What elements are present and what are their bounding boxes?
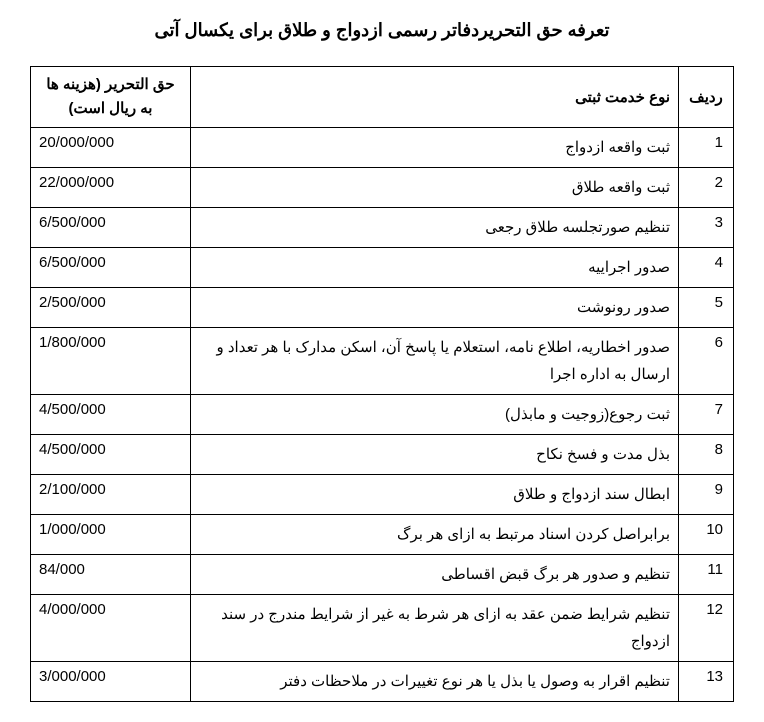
fee-cell: 3/000/000 (31, 662, 191, 702)
service-cell: بذل مدت و فسخ نکاح (191, 435, 679, 475)
service-cell: ثبت واقعه ازدواج (191, 128, 679, 168)
row-number: 6 (679, 328, 734, 395)
table-row: 6صدور اخطاریه، اطلاع نامه، استعلام یا پا… (31, 328, 734, 395)
row-number: 11 (679, 555, 734, 595)
table-row: 11تنظیم و صدور هر برگ قبض اقساطی84/000 (31, 555, 734, 595)
service-cell: ثبت واقعه طلاق (191, 168, 679, 208)
table-row: 13تنظیم اقرار به وصول یا بذل یا هر نوع ت… (31, 662, 734, 702)
service-cell: صدور اجراییه (191, 248, 679, 288)
row-number: 4 (679, 248, 734, 288)
table-row: 2ثبت واقعه طلاق22/000/000 (31, 168, 734, 208)
header-fee: حق التحریر (هزینه ها به ریال است) (31, 67, 191, 128)
header-service-type: نوع خدمت ثبتی (191, 67, 679, 128)
row-number: 2 (679, 168, 734, 208)
service-cell: ثبت رجوع(زوجیت و مابذل) (191, 395, 679, 435)
service-cell: ابطال سند ازدواج و طلاق (191, 475, 679, 515)
fee-cell: 2/100/000 (31, 475, 191, 515)
row-number: 7 (679, 395, 734, 435)
row-number: 12 (679, 595, 734, 662)
service-cell: تنظیم شرایط ضمن عقد به ازای هر شرط به غی… (191, 595, 679, 662)
service-cell: تنظیم و صدور هر برگ قبض اقساطی (191, 555, 679, 595)
fee-cell: 84/000 (31, 555, 191, 595)
row-number: 5 (679, 288, 734, 328)
table-row: 3تنظیم صورتجلسه طلاق رجعی6/500/000 (31, 208, 734, 248)
table-row: 9ابطال سند ازدواج و طلاق2/100/000 (31, 475, 734, 515)
fee-cell: 6/500/000 (31, 208, 191, 248)
row-number: 8 (679, 435, 734, 475)
service-cell: تنظیم صورتجلسه طلاق رجعی (191, 208, 679, 248)
tariff-table: ردیف نوع خدمت ثبتی حق التحریر (هزینه ها … (30, 66, 734, 702)
fee-cell: 1/800/000 (31, 328, 191, 395)
fee-cell: 1/000/000 (31, 515, 191, 555)
table-row: 5صدور رونوشت2/500/000 (31, 288, 734, 328)
fee-cell: 6/500/000 (31, 248, 191, 288)
row-number: 10 (679, 515, 734, 555)
fee-cell: 4/000/000 (31, 595, 191, 662)
table-row: 4صدور اجراییه6/500/000 (31, 248, 734, 288)
table-row: 10برابراصل کردن اسناد مرتبط به ازای هر ب… (31, 515, 734, 555)
service-cell: صدور اخطاریه، اطلاع نامه، استعلام یا پاس… (191, 328, 679, 395)
fee-cell: 4/500/000 (31, 395, 191, 435)
fee-cell: 2/500/000 (31, 288, 191, 328)
row-number: 3 (679, 208, 734, 248)
table-row: 1ثبت واقعه ازدواج20/000/000 (31, 128, 734, 168)
service-cell: برابراصل کردن اسناد مرتبط به ازای هر برگ (191, 515, 679, 555)
table-row: 8بذل مدت و فسخ نکاح4/500/000 (31, 435, 734, 475)
header-row-number: ردیف (679, 67, 734, 128)
fee-cell: 20/000/000 (31, 128, 191, 168)
service-cell: صدور رونوشت (191, 288, 679, 328)
fee-cell: 4/500/000 (31, 435, 191, 475)
fee-cell: 22/000/000 (31, 168, 191, 208)
table-row: 12تنظیم شرایط ضمن عقد به ازای هر شرط به … (31, 595, 734, 662)
page-title: تعرفه حق التحریردفاتر رسمی ازدواج و طلاق… (30, 20, 734, 41)
row-number: 1 (679, 128, 734, 168)
row-number: 9 (679, 475, 734, 515)
service-cell: تنظیم اقرار به وصول یا بذل یا هر نوع تغی… (191, 662, 679, 702)
row-number: 13 (679, 662, 734, 702)
table-row: 7ثبت رجوع(زوجیت و مابذل)4/500/000 (31, 395, 734, 435)
